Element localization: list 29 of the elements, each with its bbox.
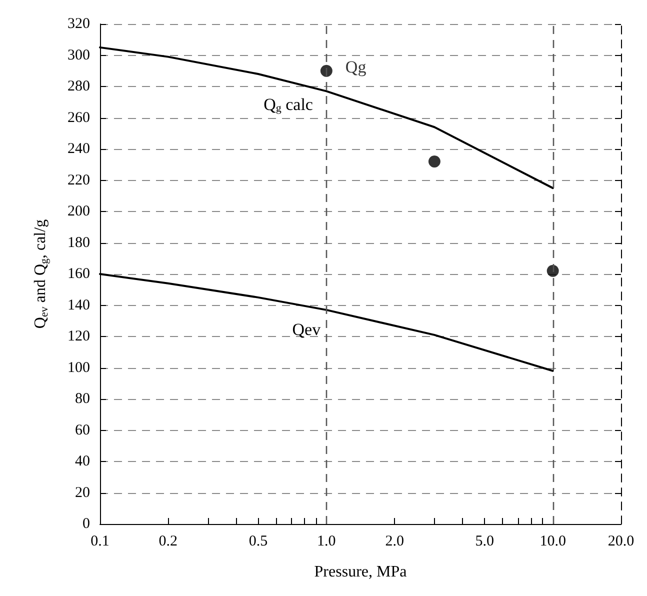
y-tick-label: 260 [68,110,90,126]
x-tick-label: 0.1 [90,534,110,550]
series-label: Qev [292,320,322,339]
y-tick-label: 80 [75,391,90,407]
y-tick-label: 60 [75,422,90,438]
y-tick-label: 40 [75,454,90,470]
x-tick-label: 5.0 [475,534,494,550]
y-tick-label: 280 [68,78,90,94]
x-tick-label: 1.0 [317,534,336,550]
y-tick-label: 140 [68,297,90,314]
y-axis-title: Qev and Qg, cal/g [32,219,50,329]
series-label: Qg [345,57,367,76]
y-tick-label: 220 [68,172,90,188]
y-tick-label: 100 [68,360,90,376]
y-tick-label: 200 [68,204,90,220]
x-tick-label: 10.0 [540,534,566,550]
x-tick-label: 20.0 [608,534,634,550]
y-tick-label: 320 [68,16,90,32]
x-tick-label: 0.2 [158,534,178,550]
y-tick-label: 180 [68,234,90,251]
y-tick-label: 0 [82,516,90,532]
y-tick-label: 160 [68,266,90,282]
x-axis-title: Pressure, MPa [314,564,407,580]
y-tick-label: 300 [68,47,90,64]
y-tick-label: 20 [75,484,90,501]
x-tick-label: 0.5 [248,534,268,550]
y-tick-label: 120 [68,328,90,344]
y-tick-label: 240 [68,141,90,157]
x-tick-label: 2.0 [385,534,404,550]
